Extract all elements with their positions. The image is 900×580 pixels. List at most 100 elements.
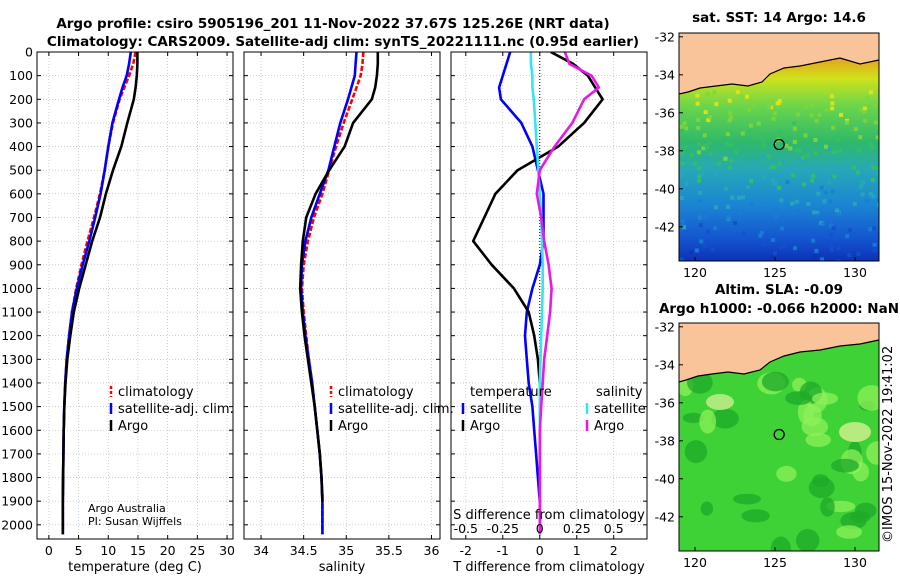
sst-pixel bbox=[870, 178, 875, 182]
sst-pixel bbox=[805, 153, 810, 158]
sst-pixel bbox=[830, 189, 835, 194]
map-x-tick-label: 130 bbox=[843, 555, 867, 570]
sst-pixel bbox=[861, 180, 865, 185]
sst-pixel bbox=[860, 192, 865, 197]
series-line-temperature-satellite bbox=[497, 52, 545, 535]
y-tick-label: 1000 bbox=[1, 281, 33, 296]
legend-label-satellite: satellite-adj. clim. bbox=[338, 402, 454, 417]
sst-pixel bbox=[703, 166, 708, 170]
credit-label: Argo Australia bbox=[88, 502, 166, 515]
sst-pixel bbox=[813, 100, 818, 105]
sst-pixel bbox=[814, 118, 819, 123]
sst-pixel bbox=[761, 143, 766, 148]
legend-label-climatology: climatology bbox=[118, 385, 194, 400]
salinity-xlabel: salinity bbox=[319, 560, 366, 575]
sst-pixel bbox=[761, 155, 766, 160]
sst-pixel bbox=[707, 140, 711, 145]
sla-anomaly bbox=[699, 409, 717, 434]
sst-pixel bbox=[809, 113, 814, 118]
map-y-tick-label: -40 bbox=[655, 181, 675, 196]
legend-label-argo: Argo bbox=[118, 419, 148, 434]
sst-pixel bbox=[870, 145, 874, 150]
sst-pixel bbox=[772, 111, 777, 116]
sst-pixel bbox=[829, 232, 833, 237]
sla-anomaly bbox=[682, 412, 704, 423]
sst-pixel bbox=[713, 226, 717, 231]
sst-pixel bbox=[794, 199, 799, 204]
sst-pixel bbox=[845, 234, 850, 239]
sst-pixel bbox=[727, 118, 732, 123]
sla-anomaly bbox=[812, 392, 839, 405]
sst-pixel bbox=[729, 115, 733, 120]
temperature-series bbox=[61, 52, 139, 535]
x-tick-label: 0 bbox=[45, 543, 53, 558]
sst-pixel bbox=[875, 135, 879, 140]
sst-pixel bbox=[740, 131, 745, 136]
x-tick-label: 1 bbox=[573, 543, 581, 558]
y-tick-label: 2000 bbox=[1, 517, 33, 532]
sst-pixel bbox=[855, 170, 860, 175]
map-y-tick-label: -36 bbox=[655, 105, 675, 120]
sst-pixel bbox=[872, 242, 877, 247]
land-mass bbox=[679, 33, 879, 94]
sst-map-image bbox=[679, 33, 879, 261]
sst-pixel bbox=[756, 121, 761, 126]
sst-pixel bbox=[784, 143, 789, 148]
map-y-tick-label: -40 bbox=[655, 471, 675, 486]
sst-pixel bbox=[697, 174, 702, 179]
sst-pixel bbox=[865, 95, 870, 100]
legend-label-t-argo: Argo bbox=[470, 419, 500, 434]
x-tick-label: 34.5 bbox=[290, 543, 318, 558]
sst-pixel bbox=[832, 174, 837, 179]
sst-pixel bbox=[712, 137, 717, 142]
x-tick-label: 30 bbox=[219, 543, 235, 558]
sst-pixel bbox=[847, 253, 852, 258]
sst-pixel bbox=[820, 222, 825, 226]
sst-pixel bbox=[749, 202, 754, 207]
map-x-tick-label: 125 bbox=[763, 555, 787, 570]
sst-pixel bbox=[813, 254, 818, 259]
sst-pixel bbox=[724, 141, 729, 146]
map-y-tick-label: -38 bbox=[655, 433, 675, 448]
s-tick-label: 0.5 bbox=[604, 521, 624, 536]
title-line-1: Argo profile: csiro 5905196_201 11-Nov-2… bbox=[56, 16, 609, 32]
sst-pixel bbox=[876, 171, 879, 176]
sla-anomaly bbox=[812, 474, 830, 488]
sst-pixel bbox=[876, 166, 879, 171]
map-y-tick-label: -32 bbox=[655, 319, 675, 334]
y-tick-label: 1600 bbox=[1, 423, 33, 438]
sst-pixel bbox=[727, 165, 732, 170]
map-y-tick-label: -42 bbox=[655, 219, 675, 234]
sst-pixel bbox=[781, 244, 786, 249]
sst-pixel bbox=[713, 173, 718, 178]
temperature-grid bbox=[37, 51, 233, 539]
sst-pixel bbox=[859, 107, 863, 112]
sst-pixel bbox=[830, 101, 835, 106]
y-tick-label: 900 bbox=[9, 257, 33, 272]
sst-pixel bbox=[830, 106, 835, 111]
sst-pixel bbox=[679, 196, 684, 200]
sst-pixel bbox=[859, 184, 864, 189]
sst-pixel bbox=[803, 104, 808, 109]
sst-pixel bbox=[709, 210, 714, 215]
map-y-tick-label: -32 bbox=[655, 29, 675, 44]
sst-pixel bbox=[680, 151, 685, 156]
sst-pixel bbox=[762, 175, 767, 180]
legend-label-argo: Argo bbox=[338, 419, 368, 434]
sst-pixel bbox=[702, 133, 707, 138]
sst-pixel bbox=[836, 212, 841, 216]
sst-pixel bbox=[705, 145, 709, 150]
sst-pixel bbox=[716, 161, 721, 166]
sst-map-panel: sat. SST: 14 Argo: 14.6 120 125 130 -32 -34 -… bbox=[655, 10, 880, 280]
sst-pixel bbox=[767, 105, 772, 110]
sla-anomaly bbox=[700, 501, 714, 516]
s-tick-label: 0 bbox=[536, 521, 544, 536]
s-tick-label: -0.5 bbox=[454, 521, 478, 536]
sst-pixel bbox=[728, 143, 733, 148]
sst-pixel bbox=[829, 245, 834, 249]
sla-anomaly bbox=[839, 422, 871, 442]
sst-pixel bbox=[780, 226, 784, 231]
sst-pixel bbox=[694, 248, 699, 253]
sla-anomaly bbox=[866, 441, 879, 465]
y-tick-label: 100 bbox=[9, 68, 33, 83]
